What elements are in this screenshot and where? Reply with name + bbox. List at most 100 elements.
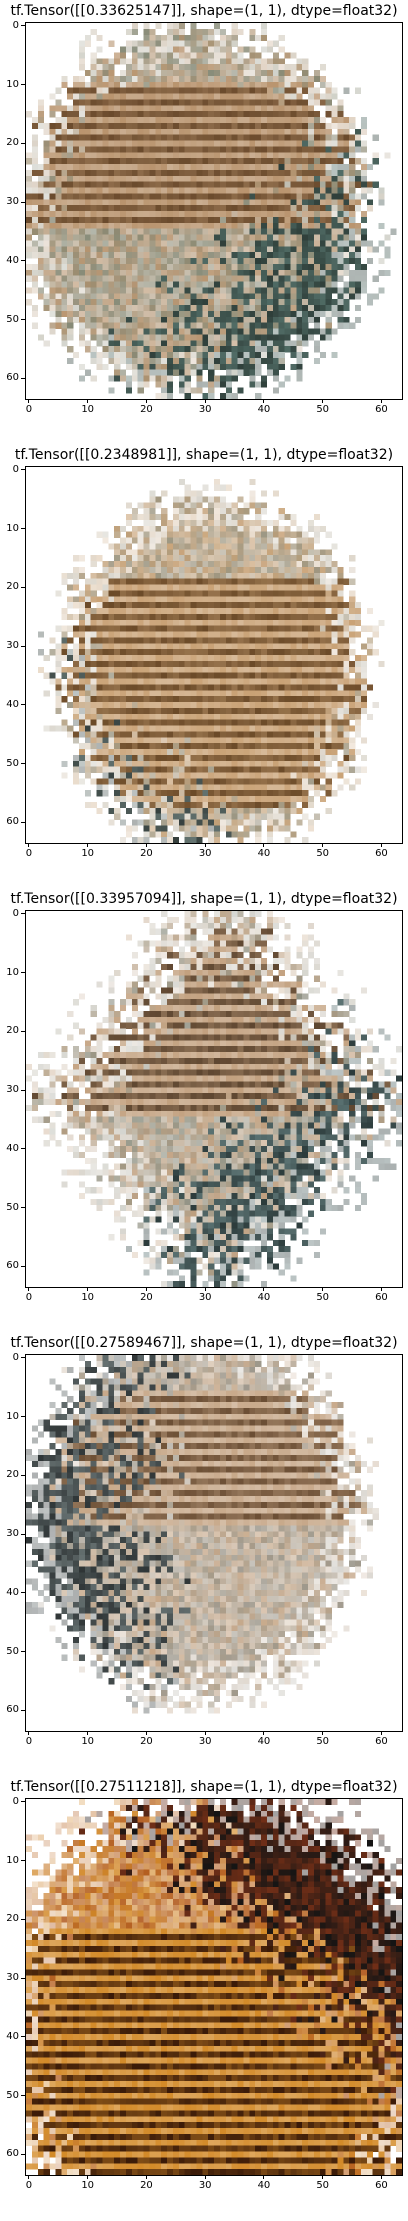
x-tick-mark <box>204 2175 206 2179</box>
y-tick-label: 40 <box>6 1142 19 1154</box>
y-tick-label: 30 <box>6 1084 19 1096</box>
y-tick-mark <box>21 1533 25 1535</box>
x-tick-label: 30 <box>198 2180 212 2191</box>
y-tick-mark <box>21 319 25 321</box>
x-tick-mark <box>145 1731 147 1735</box>
x-tick-mark <box>322 843 324 847</box>
x-tick-label: 10 <box>81 1292 95 1303</box>
x-tick-mark <box>28 2175 30 2179</box>
x-tick-mark <box>145 2175 147 2179</box>
x-tick-label: 0 <box>25 1736 33 1747</box>
y-tick-mark <box>21 84 25 86</box>
y-tick-mark <box>21 201 25 203</box>
y-tick-mark <box>21 1265 25 1267</box>
y-tick-mark <box>21 25 25 27</box>
y-tick-label: 10 <box>6 1410 19 1422</box>
y-tick-label: 20 <box>6 1913 19 1925</box>
y-tick-mark <box>21 913 25 915</box>
x-tick-mark <box>263 1731 265 1735</box>
y-tick-label: 50 <box>6 313 19 325</box>
x-tick-label: 10 <box>81 1736 95 1747</box>
x-tick-label: 10 <box>81 848 95 859</box>
y-tick-mark <box>21 972 25 974</box>
x-tick-label: 20 <box>140 404 153 415</box>
image-axes: 0 10 20 30 40 50 60 0 10 20 30 40 50 60 <box>6 20 403 415</box>
y-tick-label: 10 <box>6 966 19 978</box>
y-tick-label: 40 <box>6 2030 19 2042</box>
x-tick-mark <box>263 2175 265 2179</box>
y-tick-mark <box>21 2153 25 2155</box>
y-tick-label: 20 <box>6 581 19 593</box>
generated-image <box>26 23 397 399</box>
y-tick-mark <box>21 1207 25 1209</box>
panel-title: tf.Tensor([[0.33625147]], shape=(1, 1), … <box>10 3 398 19</box>
x-tick-label: 60 <box>375 2180 388 2191</box>
x-tick-mark <box>28 399 30 403</box>
y-tick-label: 30 <box>6 196 19 208</box>
y-tick-mark <box>21 645 25 647</box>
y-tick-label: 20 <box>6 1025 19 1037</box>
y-tick-mark <box>21 1148 25 1150</box>
x-tick-label: 40 <box>257 1292 271 1303</box>
image-axes: 0 10 20 30 40 50 60 0 10 20 30 40 50 60 <box>6 908 403 1303</box>
y-tick-mark <box>21 1592 25 1594</box>
x-tick-label: 50 <box>316 848 330 859</box>
panel-title: tf.Tensor([[0.33957094]], shape=(1, 1), … <box>10 891 398 907</box>
y-tick-label: 50 <box>6 757 19 769</box>
x-tick-label: 20 <box>140 2180 153 2191</box>
x-tick-mark <box>145 1287 147 1291</box>
x-tick-mark <box>204 1287 206 1291</box>
x-tick-label: 0 <box>25 848 33 859</box>
y-tick-label: 10 <box>6 78 19 90</box>
y-tick-label: 20 <box>6 1469 19 1481</box>
generated-image <box>26 1355 379 1714</box>
x-tick-label: 30 <box>198 404 212 415</box>
x-tick-label: 40 <box>257 848 271 859</box>
x-tick-label: 10 <box>81 404 95 415</box>
x-tick-label: 0 <box>25 1292 33 1303</box>
y-tick-label: 0 <box>12 1351 19 1363</box>
y-tick-mark <box>21 763 25 765</box>
y-tick-mark <box>21 1651 25 1653</box>
y-tick-label: 0 <box>12 1795 19 1807</box>
y-tick-label: 0 <box>12 463 19 475</box>
x-tick-label: 40 <box>257 2180 271 2191</box>
x-tick-mark <box>380 2175 382 2179</box>
y-tick-mark <box>21 469 25 471</box>
y-tick-mark <box>21 2095 25 2097</box>
y-tick-mark <box>21 821 25 823</box>
x-tick-label: 60 <box>375 1292 388 1303</box>
image-panel: tf.Tensor([[0.2348981]], shape=(1, 1), d… <box>0 444 408 888</box>
y-tick-label: 0 <box>12 19 19 31</box>
x-tick-label: 50 <box>316 1736 330 1747</box>
x-tick-label: 10 <box>81 2180 95 2191</box>
x-tick-mark <box>380 843 382 847</box>
y-tick-label: 60 <box>6 2148 19 2160</box>
x-tick-mark <box>263 399 265 403</box>
x-tick-mark <box>322 1731 324 1735</box>
y-tick-label: 60 <box>6 1260 19 1272</box>
y-tick-label: 0 <box>12 907 19 919</box>
y-tick-label: 50 <box>6 1201 19 1213</box>
y-tick-label: 40 <box>6 698 19 710</box>
x-tick-label: 20 <box>140 1292 153 1303</box>
x-tick-label: 40 <box>257 404 271 415</box>
y-tick-mark <box>21 586 25 588</box>
x-tick-label: 30 <box>198 848 212 859</box>
x-tick-mark <box>322 1287 324 1291</box>
panel-title: tf.Tensor([[0.27511218]], shape=(1, 1), … <box>10 1779 398 1795</box>
y-tick-mark <box>21 1089 25 1091</box>
image-panel: tf.Tensor([[0.27589467]], shape=(1, 1), … <box>0 1332 408 1776</box>
y-tick-label: 10 <box>6 1854 19 1866</box>
generated-image <box>26 911 402 1287</box>
x-tick-mark <box>145 843 147 847</box>
x-tick-mark <box>380 399 382 403</box>
panel-title: tf.Tensor([[0.27589467]], shape=(1, 1), … <box>10 1335 398 1351</box>
x-tick-mark <box>87 399 89 403</box>
image-axes: 0 10 20 30 40 50 60 0 10 20 30 40 50 60 <box>6 1796 403 2191</box>
y-tick-mark <box>21 1030 25 1032</box>
x-tick-mark <box>87 843 89 847</box>
y-tick-mark <box>21 1709 25 1711</box>
x-tick-label: 0 <box>25 2180 33 2191</box>
image-panel: tf.Tensor([[0.33957094]], shape=(1, 1), … <box>0 888 408 1332</box>
